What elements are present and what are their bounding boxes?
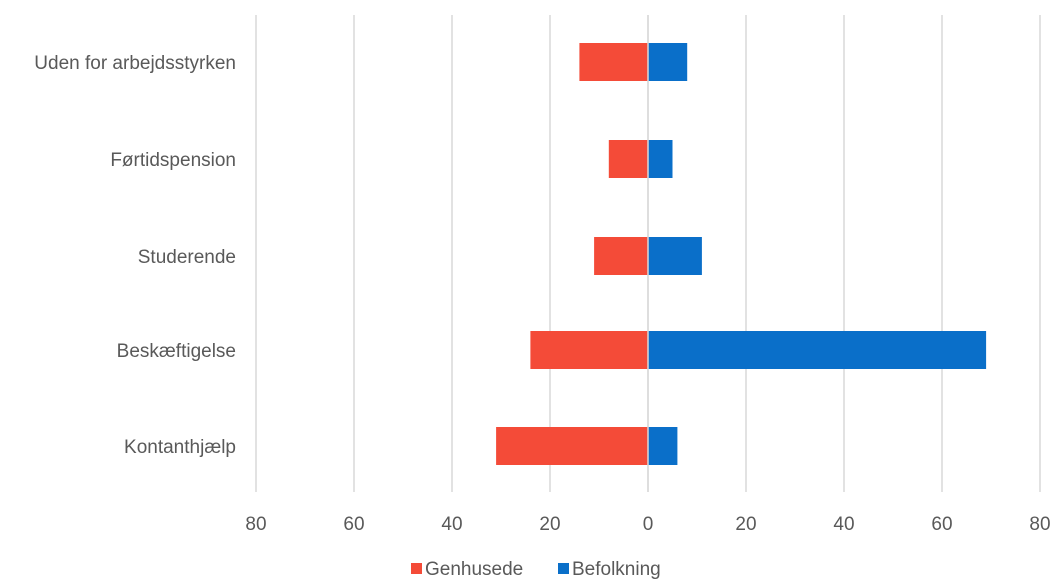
label-layer: 80 60 40 20 0 20 40 60 80 Uden for arbejdsstyrken… — [34, 53, 1050, 535]
bar-genhusede-1 — [608, 140, 648, 178]
bar-befolkning-2 — [648, 237, 702, 275]
bar-befolkning-0 — [648, 43, 688, 81]
legend-swatch-befolkning — [558, 563, 569, 574]
x-tick-label: 60 — [931, 514, 952, 535]
category-label: Kontanthjælp — [124, 437, 236, 458]
legend: Genhusede Befolkning — [411, 559, 661, 580]
legend-label-genhusede: Genhusede — [425, 559, 523, 579]
bar-layer — [496, 15, 987, 492]
bar-genhusede-2 — [594, 237, 648, 275]
x-tick-label: 40 — [833, 514, 854, 535]
legend-label-befolkning: Befolkning — [572, 559, 661, 579]
legend-swatch-genhusede — [411, 563, 422, 574]
x-tick-label: 80 — [245, 514, 266, 535]
x-tick-label: 40 — [441, 514, 462, 535]
bar-befolkning-4 — [648, 427, 678, 465]
category-label: Uden for arbejdsstyrken — [34, 53, 236, 74]
bar-genhusede-4 — [496, 427, 648, 465]
x-tick-label: 20 — [735, 514, 756, 535]
category-label: Førtidspension — [110, 150, 236, 171]
bar-befolkning-1 — [648, 140, 673, 178]
bar-genhusede-0 — [579, 43, 648, 81]
x-tick-label: 0 — [643, 514, 654, 535]
bar-befolkning-3 — [648, 331, 987, 369]
x-tick-label: 60 — [343, 514, 364, 535]
category-label: Beskæftigelse — [117, 341, 236, 362]
bar-genhusede-3 — [530, 331, 648, 369]
category-label: Studerende — [138, 247, 236, 268]
x-tick-label: 80 — [1029, 514, 1050, 535]
x-tick-label: 20 — [539, 514, 560, 535]
